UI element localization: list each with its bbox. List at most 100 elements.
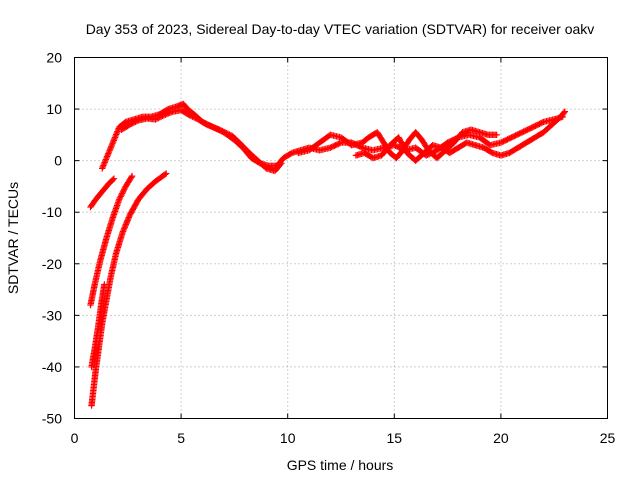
data-point: [221, 129, 229, 136]
data-point: [103, 154, 110, 162]
data-point: [165, 110, 172, 117]
series-arc-e: [118, 106, 285, 175]
data-point: [117, 193, 124, 200]
data-point: [224, 130, 232, 138]
data-point: [118, 191, 125, 199]
x-tick-label: 10: [280, 430, 296, 446]
data-point: [106, 146, 114, 153]
data-point: [153, 115, 161, 122]
data-point: [128, 174, 135, 181]
data-point: [104, 151, 111, 159]
data-point: [120, 187, 127, 194]
data-point: [539, 119, 546, 126]
x-axis-label: GPS time / hours: [287, 457, 394, 473]
y-tick-label: -10: [42, 204, 62, 220]
data-point: [111, 134, 119, 141]
y-axis-label: SDTVAR / TECUs: [5, 182, 21, 294]
data-point: [101, 159, 108, 166]
data-point: [561, 108, 569, 115]
y-tick-label: -50: [42, 411, 62, 427]
data-point: [133, 117, 141, 125]
data-point: [128, 120, 135, 128]
axis-ticks: 0 5 10 15 20 25 -50 -40 -30 -20 -10 0 10 20: [42, 50, 616, 447]
data-point: [130, 119, 138, 126]
y-tick-label: 0: [54, 153, 62, 169]
x-tick-label: 20: [493, 430, 509, 446]
data-point: [278, 160, 285, 167]
data-point: [107, 144, 114, 151]
data-point: [109, 176, 117, 183]
series-arc-b: [87, 172, 136, 309]
data-point: [161, 171, 169, 178]
data-point: [156, 114, 163, 121]
data-point: [109, 140, 116, 147]
data-point: [132, 118, 139, 125]
data-points: [87, 100, 569, 409]
data-point: [187, 112, 195, 120]
data-point: [158, 113, 165, 120]
data-point: [114, 128, 121, 135]
data-point: [217, 127, 225, 134]
data-point: [128, 172, 136, 180]
series-arc-a: [87, 175, 118, 211]
data-point: [113, 129, 121, 137]
data-point: [166, 109, 173, 117]
data-point: [560, 109, 568, 116]
data-point: [162, 170, 170, 177]
data-point: [159, 112, 166, 120]
y-tick-label: -20: [42, 256, 62, 272]
data-point: [186, 112, 193, 119]
x-tick-label: 5: [177, 430, 185, 446]
data-point: [106, 147, 113, 154]
series-arc-d: [88, 281, 108, 371]
x-tick-label: 25: [600, 430, 616, 446]
data-point: [189, 113, 196, 120]
data-point: [105, 148, 113, 156]
data-point: [126, 121, 134, 128]
data-point: [277, 161, 284, 168]
data-point: [103, 153, 111, 160]
data-point: [113, 131, 120, 138]
data-point: [102, 157, 109, 165]
data-point: [110, 175, 118, 182]
x-tick-label: 0: [71, 430, 79, 446]
data-point: [163, 110, 171, 118]
data-point: [219, 127, 226, 135]
x-tick-label: 15: [387, 430, 403, 446]
data-point: [100, 162, 107, 169]
y-tick-label: 20: [46, 50, 62, 66]
y-tick-label: 10: [46, 101, 62, 117]
data-point: [336, 140, 343, 147]
data-point: [108, 141, 116, 149]
data-point: [110, 137, 117, 144]
data-point: [109, 138, 117, 146]
data-point: [112, 132, 119, 140]
grid: [74, 57, 608, 419]
data-point: [100, 160, 108, 168]
data-point: [167, 109, 175, 116]
data-point: [190, 114, 198, 121]
data-point: [152, 116, 159, 123]
plot-frame: [74, 57, 608, 419]
data-point: [226, 131, 233, 138]
data-point: [118, 190, 126, 197]
data-point: [129, 119, 136, 127]
data-point: [99, 165, 106, 172]
data-point: [108, 143, 115, 150]
data-point: [119, 188, 127, 196]
chart-title: Day 353 of 2023, Sidereal Day-to-day VTE…: [86, 21, 595, 37]
data-point: [220, 128, 227, 135]
series-arc-g: [352, 108, 569, 164]
data-point: [493, 131, 500, 139]
data-point: [105, 150, 112, 157]
data-point: [121, 186, 128, 193]
data-point: [160, 112, 168, 119]
y-tick-label: -30: [42, 307, 62, 323]
data-point: [102, 156, 110, 163]
data-point: [116, 194, 124, 202]
data-point: [101, 281, 108, 288]
series-arc-c: [88, 170, 170, 409]
data-point: [216, 126, 223, 133]
data-point: [155, 114, 162, 122]
